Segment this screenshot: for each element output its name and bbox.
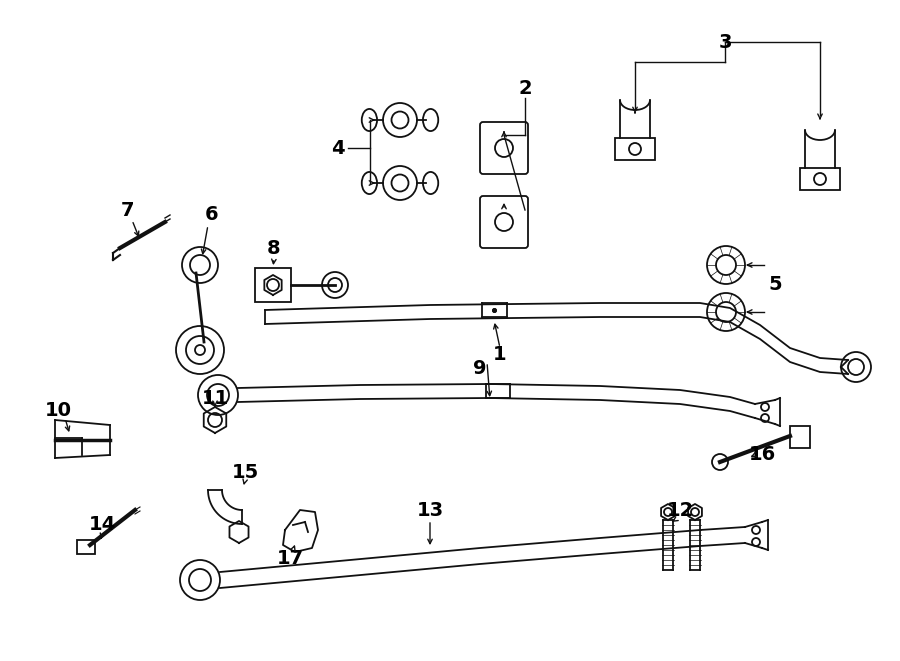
Text: 2: 2 xyxy=(518,79,532,98)
Text: 7: 7 xyxy=(122,200,135,219)
Text: 14: 14 xyxy=(88,516,115,535)
Text: 11: 11 xyxy=(202,389,229,407)
Text: 13: 13 xyxy=(417,500,444,520)
Text: 4: 4 xyxy=(331,139,345,157)
Text: 6: 6 xyxy=(205,206,219,225)
Text: 3: 3 xyxy=(718,32,732,52)
Text: 12: 12 xyxy=(666,500,694,520)
Text: 16: 16 xyxy=(749,446,776,465)
Text: 1: 1 xyxy=(493,346,507,364)
Text: 8: 8 xyxy=(267,239,281,258)
Text: 10: 10 xyxy=(44,401,71,420)
Text: 9: 9 xyxy=(473,358,487,377)
Text: 15: 15 xyxy=(231,463,258,481)
Text: 17: 17 xyxy=(276,549,303,568)
Text: 5: 5 xyxy=(769,276,782,295)
